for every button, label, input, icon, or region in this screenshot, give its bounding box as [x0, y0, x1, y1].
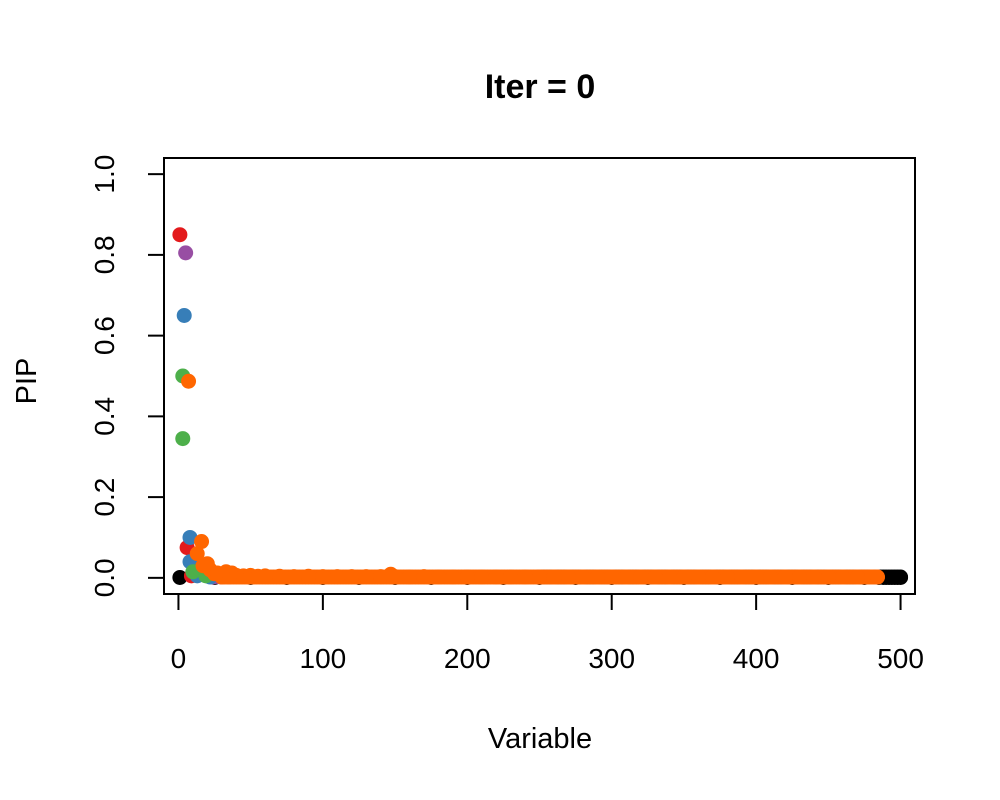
series-5 — [181, 373, 885, 585]
data-point — [869, 569, 885, 585]
plot-frame — [163, 157, 916, 595]
chart-title: Iter = 0 — [485, 68, 596, 106]
data-point — [286, 569, 302, 585]
x-tick-label: 0 — [171, 643, 187, 674]
data-point — [488, 569, 504, 585]
data-point — [329, 569, 345, 585]
y-axis: 0.0 0.2 0.4 0.6 0.8 1.0 — [89, 155, 165, 597]
y-tick-label: 1.0 — [89, 155, 120, 194]
data-point — [189, 546, 205, 562]
data-point — [474, 569, 490, 585]
y-tick-label: 0.2 — [89, 478, 120, 517]
data-point — [777, 569, 793, 585]
x-axis: 0 100 200 300 400 500 — [171, 593, 924, 674]
data-point — [575, 569, 591, 585]
data-point — [445, 569, 461, 585]
x-tick-label: 300 — [588, 643, 635, 674]
x-tick-label: 400 — [733, 643, 780, 674]
x-tick-label: 200 — [444, 643, 491, 674]
series-1 — [172, 227, 230, 585]
data-point — [175, 431, 191, 447]
data-point — [676, 569, 692, 585]
data-point — [416, 569, 432, 585]
data-point — [560, 569, 576, 585]
data-point — [661, 569, 677, 585]
data-point — [748, 569, 764, 585]
data-point — [387, 569, 403, 585]
data-point — [517, 569, 533, 585]
data-point — [178, 245, 194, 261]
data-point — [172, 569, 188, 585]
y-tick-label: 0.8 — [89, 235, 120, 274]
data-point — [257, 568, 273, 584]
data-point — [172, 227, 188, 243]
data-point — [430, 569, 446, 585]
data-point — [402, 569, 418, 585]
data-point — [690, 569, 706, 585]
data-point — [182, 529, 198, 545]
data-point — [849, 569, 865, 585]
x-tick-label: 500 — [877, 643, 924, 674]
data-point — [835, 569, 851, 585]
data-point — [459, 569, 475, 585]
data-point — [176, 307, 192, 323]
y-axis-label: PIP — [11, 358, 43, 405]
y-tick-label: 0.6 — [89, 316, 120, 355]
data-point — [546, 569, 562, 585]
data-point — [194, 534, 210, 550]
data-point — [618, 569, 634, 585]
y-tick-label: 0.0 — [89, 558, 120, 597]
data-point — [763, 569, 779, 585]
y-tick-label: 0.4 — [89, 397, 120, 436]
data-point — [181, 373, 197, 389]
data-point — [719, 569, 735, 585]
data-point — [300, 568, 316, 584]
data-point — [791, 569, 807, 585]
data-point — [344, 569, 360, 585]
data-point — [532, 569, 547, 585]
data-point — [647, 569, 663, 585]
data-point — [358, 569, 374, 585]
data-point — [633, 569, 649, 585]
data-point — [734, 569, 750, 585]
data-point — [604, 569, 620, 585]
data-points — [172, 227, 909, 585]
data-point — [806, 569, 822, 585]
data-point — [315, 569, 331, 585]
data-point — [503, 569, 519, 585]
data-point — [893, 569, 909, 585]
x-tick-label: 100 — [300, 643, 347, 674]
data-point — [589, 569, 605, 585]
data-point — [705, 569, 721, 585]
data-point — [272, 568, 288, 584]
x-axis-label: Variable — [488, 723, 592, 755]
data-point — [820, 569, 836, 585]
